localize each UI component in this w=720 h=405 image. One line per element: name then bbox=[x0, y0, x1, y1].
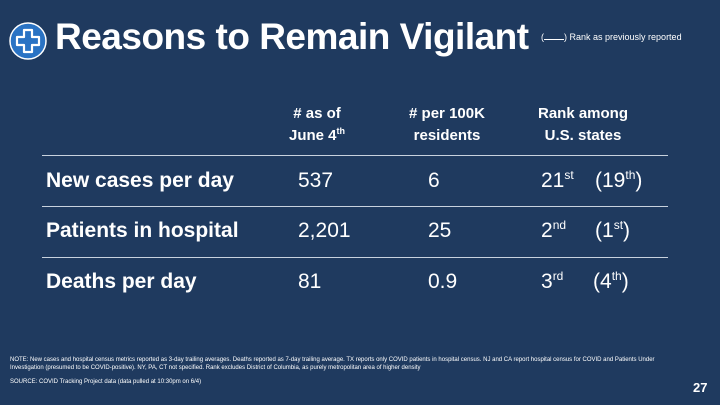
column-header-per100k-line2: residents bbox=[413, 127, 481, 144]
prev-rank-value: (4 bbox=[593, 270, 612, 293]
row-label-patients-in-hospital: Patients in hospital bbox=[46, 219, 239, 242]
page-number: 27 bbox=[693, 380, 708, 395]
cell-rank-new-cases: 21st bbox=[541, 169, 574, 193]
medical-cross-icon bbox=[9, 22, 47, 60]
column-header-count-line2: June 4th bbox=[272, 125, 362, 147]
cell-count-new-cases: 537 bbox=[298, 169, 334, 192]
prev-rank-suffix: st bbox=[613, 218, 624, 232]
cell-per100k-new-cases: 6 bbox=[428, 169, 440, 192]
cell-count-patients-in-hospital: 2,201 bbox=[298, 219, 351, 242]
cell-rank-patients-in-hospital: 2nd bbox=[541, 219, 566, 243]
row-label-deaths-per-day: Deaths per day bbox=[46, 270, 197, 293]
rank-suffix: rd bbox=[552, 269, 564, 283]
legend-close-paren: ) bbox=[564, 32, 567, 42]
prev-rank-close: ) bbox=[623, 219, 631, 242]
table-rule bbox=[42, 206, 668, 207]
column-header-count-sup: th bbox=[336, 126, 346, 136]
cell-count-deaths-per-day: 81 bbox=[298, 270, 322, 293]
rank-value: 3 bbox=[541, 270, 553, 293]
source-note: SOURCE: COVID Tracking Project data (dat… bbox=[10, 379, 202, 385]
prev-rank-suffix: th bbox=[611, 269, 622, 283]
cell-prev-rank-deaths-per-day: (4th) bbox=[593, 270, 629, 294]
legend-text: Rank as previously reported bbox=[569, 32, 682, 42]
table-rule bbox=[42, 257, 668, 258]
cell-rank-deaths-per-day: 3rd bbox=[541, 270, 563, 294]
column-header-per100k-line1: # per 100K bbox=[409, 105, 485, 122]
legend-open-paren: ( bbox=[541, 32, 544, 42]
cell-prev-rank-new-cases: (19th) bbox=[595, 169, 642, 193]
table-rule-top bbox=[42, 155, 668, 156]
rank-value: 21 bbox=[541, 169, 565, 192]
rank-value: 2 bbox=[541, 219, 553, 242]
prev-rank-value: (19 bbox=[595, 169, 626, 192]
cell-per100k-deaths-per-day: 0.9 bbox=[428, 270, 458, 293]
column-header-rank-line2: U.S. states bbox=[544, 127, 622, 144]
rank-suffix: st bbox=[564, 168, 574, 182]
legend-blank-line bbox=[544, 31, 564, 40]
legend: () Rank as previously reported bbox=[541, 31, 682, 42]
cell-prev-rank-patients-in-hospital: (1st) bbox=[595, 219, 630, 243]
footnote: NOTE: New cases and hospital census metr… bbox=[10, 357, 655, 371]
column-header-per100k: # per 100K residents bbox=[392, 103, 502, 147]
column-header-rank: Rank among U.S. states bbox=[528, 103, 638, 147]
column-header-count: # as of June 4th bbox=[272, 103, 362, 147]
prev-rank-suffix: th bbox=[625, 168, 636, 182]
column-header-rank-line1: Rank among bbox=[537, 105, 628, 122]
rank-suffix: nd bbox=[552, 218, 567, 232]
column-header-count-line1: # as of bbox=[293, 105, 341, 122]
column-header-count-date: June 4 bbox=[288, 127, 337, 144]
page-title: Reasons to Remain Vigilant bbox=[55, 16, 529, 57]
row-label-new-cases: New cases per day bbox=[46, 169, 234, 192]
cell-per100k-patients-in-hospital: 25 bbox=[428, 219, 452, 242]
prev-rank-close: ) bbox=[621, 270, 629, 293]
prev-rank-value: (1 bbox=[595, 219, 614, 242]
prev-rank-close: ) bbox=[635, 169, 643, 192]
